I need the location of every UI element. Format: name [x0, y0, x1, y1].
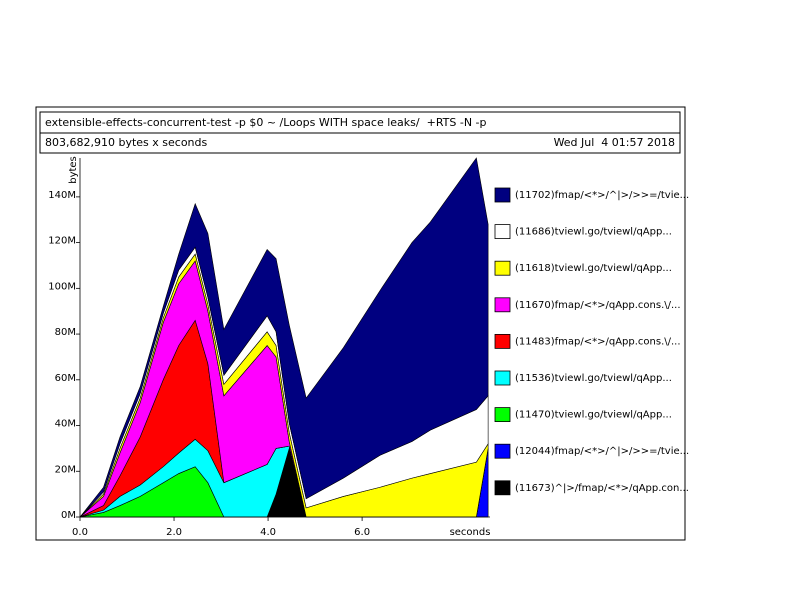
y-tick-label: 20M	[55, 464, 76, 475]
y-tick-label: 40M	[55, 419, 76, 430]
legend-label: (11483)fmap/<*>/qApp.cons.\/...	[515, 336, 681, 347]
legend-swatch	[494, 370, 511, 386]
y-tick-label: 120M	[48, 236, 76, 247]
chart-title: extensible-effects-concurrent-test -p $0…	[45, 116, 487, 129]
chart-date: Wed Jul 4 01:57 2018	[554, 136, 675, 149]
x-tick-label: 4.0	[260, 527, 276, 538]
legend-swatch	[494, 224, 511, 240]
y-tick-label: 100M	[48, 281, 76, 292]
legend-label: (11673)^|>/fmap/<*>/qApp.con...	[515, 483, 689, 494]
y-tick-label: 140M	[48, 190, 76, 201]
legend-label: (11670)fmap/<*>/qApp.cons.\/...	[515, 300, 681, 311]
y-tick-label: 80M	[55, 327, 76, 338]
x-tick-label: 6.0	[354, 527, 370, 538]
y-tick-label: 0M	[61, 510, 76, 521]
legend-swatch	[494, 187, 511, 203]
x-axis-label: seconds	[450, 527, 491, 538]
y-axis-label: bytes	[68, 156, 79, 184]
legend-label: (11536)tviewl.go/tviewl/qApp...	[515, 373, 672, 384]
legend-swatch	[494, 260, 511, 276]
info-box	[39, 132, 681, 154]
legend-swatch	[494, 407, 511, 423]
x-tick-label: 2.0	[166, 527, 182, 538]
legend-label: (11686)tviewl.go/tviewl/qApp...	[515, 227, 672, 238]
legend-swatch	[494, 480, 511, 496]
legend-label: (11618)tviewl.go/tviewl/qApp...	[515, 263, 672, 274]
legend-label: (12044)fmap/<*>/^|>/>>=/tvie...	[515, 446, 689, 457]
legend-label: (11702)fmap/<*>/^|>/>>=/tvie...	[515, 190, 689, 201]
legend-label: (11470)tviewl.go/tviewl/qApp...	[515, 410, 672, 421]
area-band	[79, 157, 489, 518]
frame	[35, 106, 686, 541]
legend-swatch	[494, 333, 511, 349]
legend-swatch	[494, 443, 511, 459]
x-tick-label: 0.0	[72, 527, 88, 538]
legend-swatch	[494, 297, 511, 313]
y-tick-label: 60M	[55, 373, 76, 384]
chart-subtitle: 803,682,910 bytes x seconds	[45, 136, 208, 149]
